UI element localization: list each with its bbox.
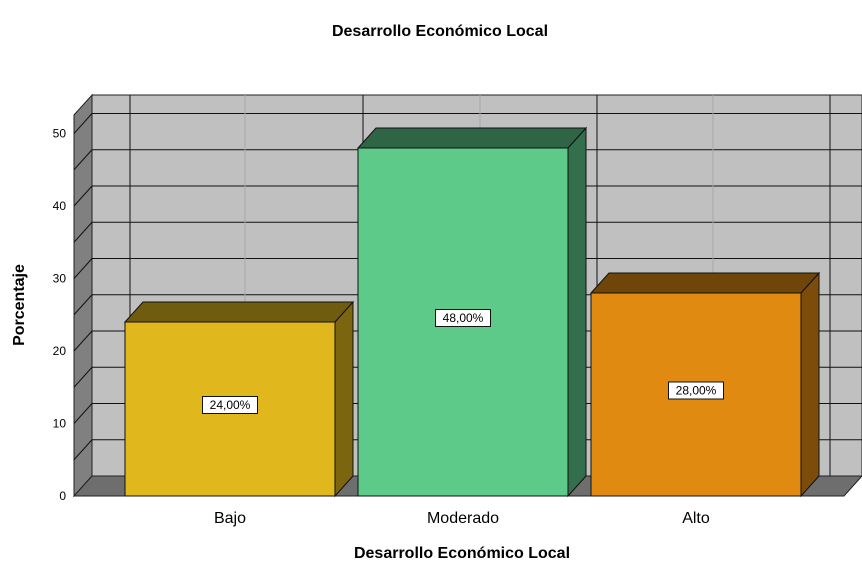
- grid-line-wall: [73, 294, 93, 316]
- grid-line-wall: [73, 258, 93, 279]
- y-tick-label: 30: [53, 272, 67, 286]
- data-label: 48,00%: [443, 311, 484, 325]
- plot-left-wall: [73, 93, 93, 498]
- bar-moderado: 48,00%: [356, 126, 588, 498]
- grid-line-wall: [73, 221, 93, 243]
- y-axis-label: Porcentaje: [11, 264, 28, 346]
- x-category-label: Bajo: [214, 510, 246, 527]
- bar-side: [334, 300, 354, 498]
- data-label-box: [668, 381, 724, 400]
- y-tick-label: 40: [53, 199, 67, 213]
- grid-line-wall: [73, 439, 93, 461]
- bar-top: [123, 301, 355, 323]
- data-label-box: [435, 309, 491, 327]
- grid-line-wall: [73, 113, 93, 134]
- x-axis-label: Desarrollo Económico Local: [354, 545, 570, 562]
- y-tick-label: 20: [53, 344, 67, 358]
- y-tick-label: 0: [59, 489, 66, 503]
- x-axis-categories: Bajo Moderado Alto: [214, 510, 710, 527]
- grid-line-wall: [73, 185, 93, 207]
- bar-side: [800, 271, 820, 498]
- grid-line-wall: [73, 149, 93, 171]
- x-category-label: Alto: [682, 510, 710, 527]
- y-axis-ticks: 0 10 20 30 40 50: [53, 127, 67, 504]
- bar-alto: 28,00%: [589, 271, 821, 498]
- bars: 24,00% 48,00% 28,00%: [123, 126, 821, 498]
- bar-bajo: 24,00%: [123, 300, 355, 498]
- data-label-box: [202, 396, 258, 414]
- y-tick-label: 50: [53, 127, 67, 141]
- bar-top: [356, 127, 588, 149]
- bar-top: [589, 272, 821, 294]
- grid-line-wall: [73, 403, 93, 424]
- grid-line-wall: [73, 330, 93, 352]
- grid-line-wall: [73, 366, 93, 388]
- chart-title: Desarrollo Económico Local: [332, 23, 548, 40]
- bar-side: [567, 126, 587, 498]
- y-tick-label: 10: [53, 417, 67, 431]
- data-label: 24,00%: [210, 398, 251, 412]
- x-category-label: Moderado: [427, 510, 499, 527]
- data-label: 28,00%: [676, 384, 717, 398]
